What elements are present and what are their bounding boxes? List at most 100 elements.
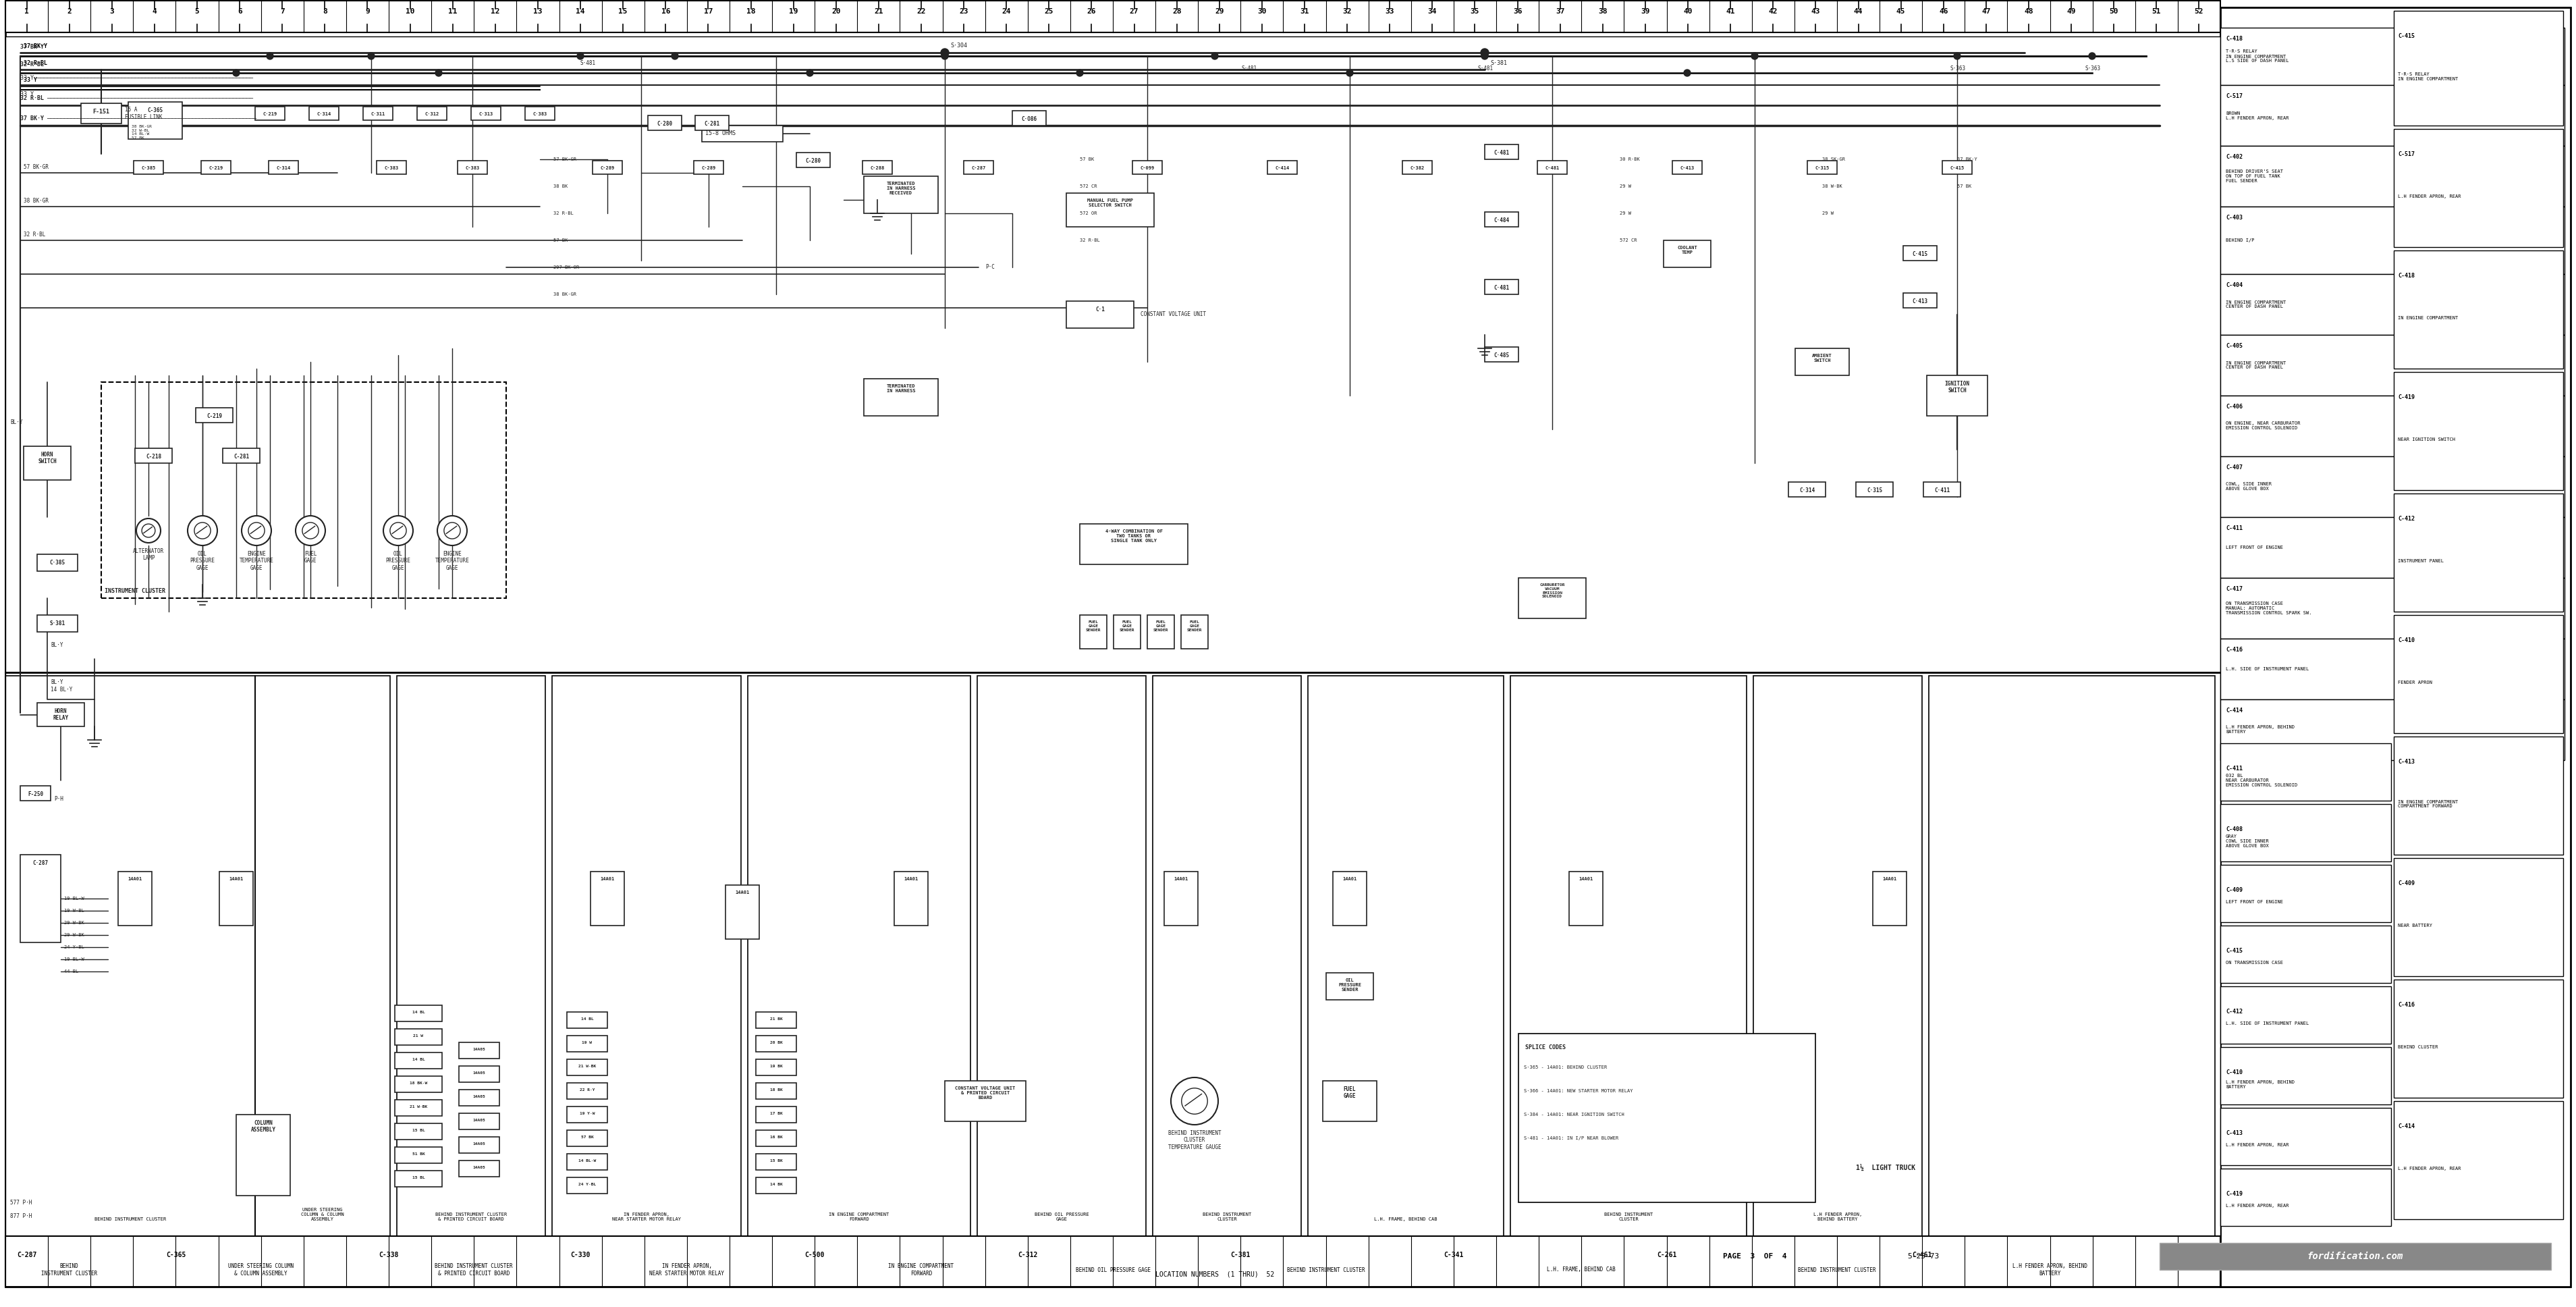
Text: 577 P·H: 577 P·H xyxy=(10,1200,31,1205)
Text: 14A05: 14A05 xyxy=(474,1072,484,1074)
Text: 19 BL·W: 19 BL·W xyxy=(64,897,85,901)
Text: 33 Y ────────────────────────────────────────────────────────────────: 33 Y ───────────────────────────────────… xyxy=(21,76,252,81)
Text: FORDIFICATION: FORDIFICATION xyxy=(690,307,930,417)
Bar xyxy=(459,1090,500,1106)
Bar xyxy=(5,1,2221,33)
Bar xyxy=(590,872,623,925)
Bar xyxy=(1569,872,1602,925)
Text: 28: 28 xyxy=(1172,8,1182,14)
Text: BEHIND INSTRUMENT
CLUSTER
TEMPERATURE GAUGE: BEHIND INSTRUMENT CLUSTER TEMPERATURE GA… xyxy=(1167,1131,1221,1150)
Text: C-365: C-365 xyxy=(165,1251,185,1259)
Text: FUEL
GAGE
SENDER: FUEL GAGE SENDER xyxy=(1188,621,1203,631)
Text: 14 BL: 14 BL xyxy=(412,1057,425,1061)
Text: 15 BK: 15 BK xyxy=(770,1159,783,1162)
Text: 21: 21 xyxy=(873,8,884,14)
Bar xyxy=(592,161,623,174)
Text: 36: 36 xyxy=(1512,8,1522,14)
Text: IN ENGINE COMPARTMENT
CENTER OF DASH PANEL: IN ENGINE COMPARTMENT CENTER OF DASH PAN… xyxy=(2226,361,2285,370)
Text: C-280: C-280 xyxy=(806,158,822,165)
Text: 37 BK·Y: 37 BK·Y xyxy=(21,44,44,50)
Text: C·1: C·1 xyxy=(1095,307,1105,312)
Text: 45: 45 xyxy=(1896,8,1906,14)
Bar xyxy=(863,176,938,213)
Bar xyxy=(1924,482,1960,497)
Text: 16 BK: 16 BK xyxy=(770,1136,783,1138)
Text: C-407: C-407 xyxy=(2226,464,2244,471)
Text: C-408: C-408 xyxy=(2226,826,2244,833)
Circle shape xyxy=(443,523,461,538)
Bar xyxy=(1066,193,1154,227)
Bar xyxy=(963,161,994,174)
Text: 18 BK·W: 18 BK·W xyxy=(410,1081,428,1085)
Text: MANUAL FUEL PUMP
SELECTOR SWITCH: MANUAL FUEL PUMP SELECTOR SWITCH xyxy=(1087,199,1133,208)
Bar xyxy=(1267,161,1298,174)
Bar xyxy=(755,1035,796,1052)
Circle shape xyxy=(247,523,265,538)
Text: 20 BK: 20 BK xyxy=(770,1040,783,1044)
Text: BEHIND INSTRUMENT
CLUSTER: BEHIND INSTRUMENT CLUSTER xyxy=(1203,1213,1252,1221)
Bar xyxy=(796,153,829,167)
Text: C-461: C-461 xyxy=(1911,1251,1932,1259)
Circle shape xyxy=(368,52,374,59)
Bar xyxy=(2393,129,2563,247)
Text: C-415: C-415 xyxy=(2226,948,2244,954)
Text: C·383: C·383 xyxy=(533,112,546,116)
Text: L.H FENDER APRON, BEHIND
BATTERY: L.H FENDER APRON, BEHIND BATTERY xyxy=(2226,725,2295,735)
Text: 6: 6 xyxy=(237,8,242,14)
Circle shape xyxy=(438,516,466,545)
Text: C-409: C-409 xyxy=(2226,887,2244,893)
Text: C-381: C-381 xyxy=(1231,1251,1249,1259)
Text: 12: 12 xyxy=(489,8,500,14)
Text: C-288: C-288 xyxy=(871,166,884,170)
Text: UNDER STEERING COLUMN
& COLUMN ASSEMBLY: UNDER STEERING COLUMN & COLUMN ASSEMBLY xyxy=(229,1264,294,1277)
Text: L.H FENDER APRON, BEHIND
BATTERY: L.H FENDER APRON, BEHIND BATTERY xyxy=(2226,1080,2295,1089)
Bar xyxy=(1754,676,1922,1236)
Bar xyxy=(1484,212,1517,227)
Bar xyxy=(268,161,299,174)
Bar xyxy=(1484,346,1517,362)
Text: IN ENGINE COMPARTMENT
COMPARTMENT FORWARD: IN ENGINE COMPARTMENT COMPARTMENT FORWAR… xyxy=(2398,800,2458,809)
Circle shape xyxy=(940,52,948,59)
Text: 57 BK: 57 BK xyxy=(554,238,567,242)
Text: OIL
PRESSURE
GAGE: OIL PRESSURE GAGE xyxy=(386,550,410,571)
Text: 14A01: 14A01 xyxy=(1883,877,1896,881)
Text: 17: 17 xyxy=(703,8,714,14)
Bar xyxy=(2221,1108,2391,1166)
Text: C·280: C·280 xyxy=(657,120,672,127)
Text: BEHIND INSTRUMENT CLUSTER: BEHIND INSTRUMENT CLUSTER xyxy=(1798,1266,1875,1273)
Text: 24: 24 xyxy=(1002,8,1010,14)
Bar xyxy=(36,616,77,631)
Text: 14A01: 14A01 xyxy=(1579,877,1592,881)
Text: C-406: C-406 xyxy=(2226,404,2244,410)
Text: 33: 33 xyxy=(1386,8,1394,14)
Text: C-413: C-413 xyxy=(2226,1131,2244,1136)
Bar xyxy=(1538,161,1566,174)
Bar xyxy=(976,676,1146,1236)
Bar xyxy=(1517,578,1587,618)
Bar xyxy=(2221,146,2566,207)
Text: IGNITION
SWITCH: IGNITION SWITCH xyxy=(1945,380,1971,393)
Text: C-341: C-341 xyxy=(1443,1251,1463,1259)
Bar xyxy=(1808,161,1837,174)
Text: L.H. SIDE OF INSTRUMENT PANEL: L.H. SIDE OF INSTRUMENT PANEL xyxy=(2226,1022,2308,1026)
Bar xyxy=(2221,1168,2391,1226)
Text: 38 SK·GR: 38 SK·GR xyxy=(1821,157,1844,161)
Text: 33 Y: 33 Y xyxy=(23,77,36,84)
Text: 8: 8 xyxy=(322,8,327,14)
Bar xyxy=(1484,280,1517,294)
Text: 24 Y·BL: 24 Y·BL xyxy=(64,945,85,949)
Bar xyxy=(2221,8,2571,1287)
Text: C·281: C·281 xyxy=(703,120,719,127)
Bar xyxy=(2393,1100,2563,1219)
Text: 38 BK·GR: 38 BK·GR xyxy=(23,199,49,204)
Text: T·R·S RELAY
IN ENGINE COMPARTMENT
L.S SIDE OF DASH PANEL: T·R·S RELAY IN ENGINE COMPARTMENT L.S SI… xyxy=(2226,50,2290,63)
Text: 14A01: 14A01 xyxy=(1175,877,1188,881)
Circle shape xyxy=(389,523,407,538)
Circle shape xyxy=(1077,69,1082,76)
Bar xyxy=(1079,524,1188,565)
Bar xyxy=(5,1236,2221,1287)
Bar xyxy=(2393,616,2563,733)
Circle shape xyxy=(1752,52,1757,59)
Bar xyxy=(397,676,546,1236)
Text: FUEL
GAGE: FUEL GAGE xyxy=(304,550,317,565)
